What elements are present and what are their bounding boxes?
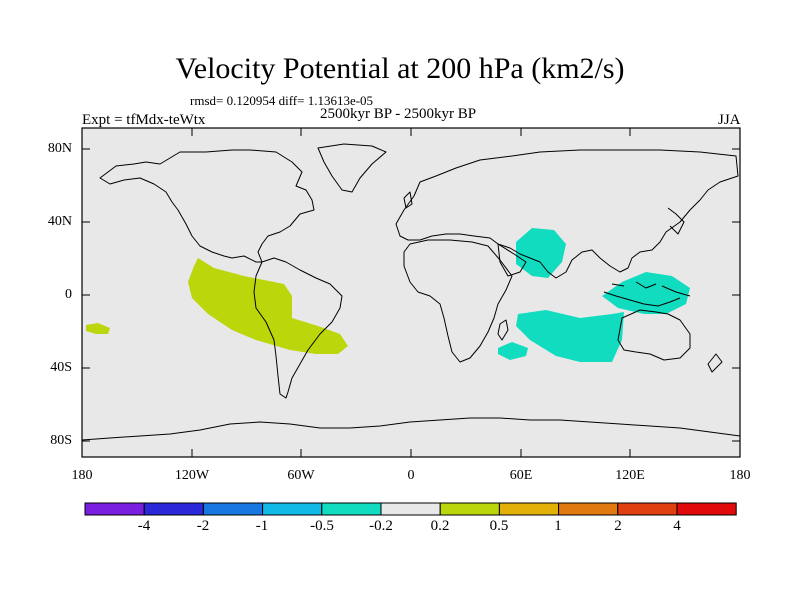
lon-ticks — [81, 128, 741, 457]
coast-africa — [403, 239, 513, 363]
coast-australia — [617, 309, 691, 361]
positive-anomaly-region — [188, 258, 348, 354]
colorbar-swatch — [143, 502, 204, 516]
coast-greenland — [317, 143, 387, 193]
colorbar-label: -0.2 — [369, 518, 393, 534]
positive-anomaly-region-small — [86, 323, 110, 334]
colorbar-swatch — [380, 502, 441, 516]
colorbar-label: -2 — [196, 518, 210, 534]
colorbar-swatch — [558, 502, 619, 516]
lon-label: 0 — [407, 468, 415, 483]
period-label: 2500kyr BP - 2500kyr BP — [320, 106, 477, 122]
lat-label: 80N — [47, 141, 72, 156]
coast-indonesia — [603, 281, 691, 307]
colorbar-label: -4 — [137, 518, 151, 534]
coast-north-america — [99, 149, 315, 263]
colorbar-swatch — [439, 502, 500, 516]
colorbar-swatch — [498, 502, 560, 516]
lon-label: 180 — [729, 468, 751, 483]
colorbar-swatch — [202, 502, 264, 516]
lat-label: 40S — [50, 360, 72, 375]
colorbar-swatch — [321, 502, 382, 516]
page-title: Velocity Potential at 200 hPa (km2/s) — [175, 52, 625, 85]
colorbar-label: 2 — [614, 518, 622, 534]
lon-label: 120W — [174, 468, 210, 483]
negative-anomaly-indian-ocean — [516, 310, 624, 362]
lon-label: 60W — [287, 468, 315, 483]
lon-label: 60E — [509, 468, 533, 483]
colorbar-label: 0.5 — [489, 518, 509, 534]
colorbar-label: -0.5 — [310, 518, 334, 534]
stats-text: rmsd= 0.120954 diff= 1.13613e-05 — [190, 93, 374, 108]
negative-anomaly-india — [516, 228, 566, 278]
negative-anomaly-madagascar — [498, 342, 528, 360]
coast-south-america — [253, 257, 343, 399]
lon-label: 180 — [71, 468, 93, 483]
colorbar-swatch — [617, 502, 678, 516]
colorbar-swatch — [676, 502, 737, 516]
coast-new-zealand — [707, 353, 723, 373]
coast-antarctica — [81, 417, 741, 441]
colorbar — [84, 502, 737, 516]
lon-label: 120E — [615, 468, 645, 483]
colorbar-label: 4 — [673, 518, 681, 534]
colorbar-swatch — [84, 502, 145, 516]
negative-anomaly-maritime — [602, 272, 690, 314]
colorbar-label: -1 — [255, 518, 269, 534]
coastlines — [81, 143, 741, 441]
lat-label: 80S — [50, 433, 72, 448]
experiment-label: Expt = tfMdx-teWtx — [82, 112, 206, 128]
coast-arabia — [497, 243, 527, 277]
coast-madagascar — [497, 319, 509, 341]
colorbar-label: 1 — [554, 518, 562, 534]
coast-japan — [667, 207, 685, 235]
colorbar-swatch — [262, 502, 323, 516]
lat-label: 40N — [47, 214, 72, 229]
lat-label: 0 — [65, 287, 72, 302]
coast-uk — [403, 191, 413, 209]
colorbar-label: 0.2 — [430, 518, 450, 534]
lat-ticks — [82, 148, 740, 442]
season-label: JJA — [718, 112, 741, 128]
